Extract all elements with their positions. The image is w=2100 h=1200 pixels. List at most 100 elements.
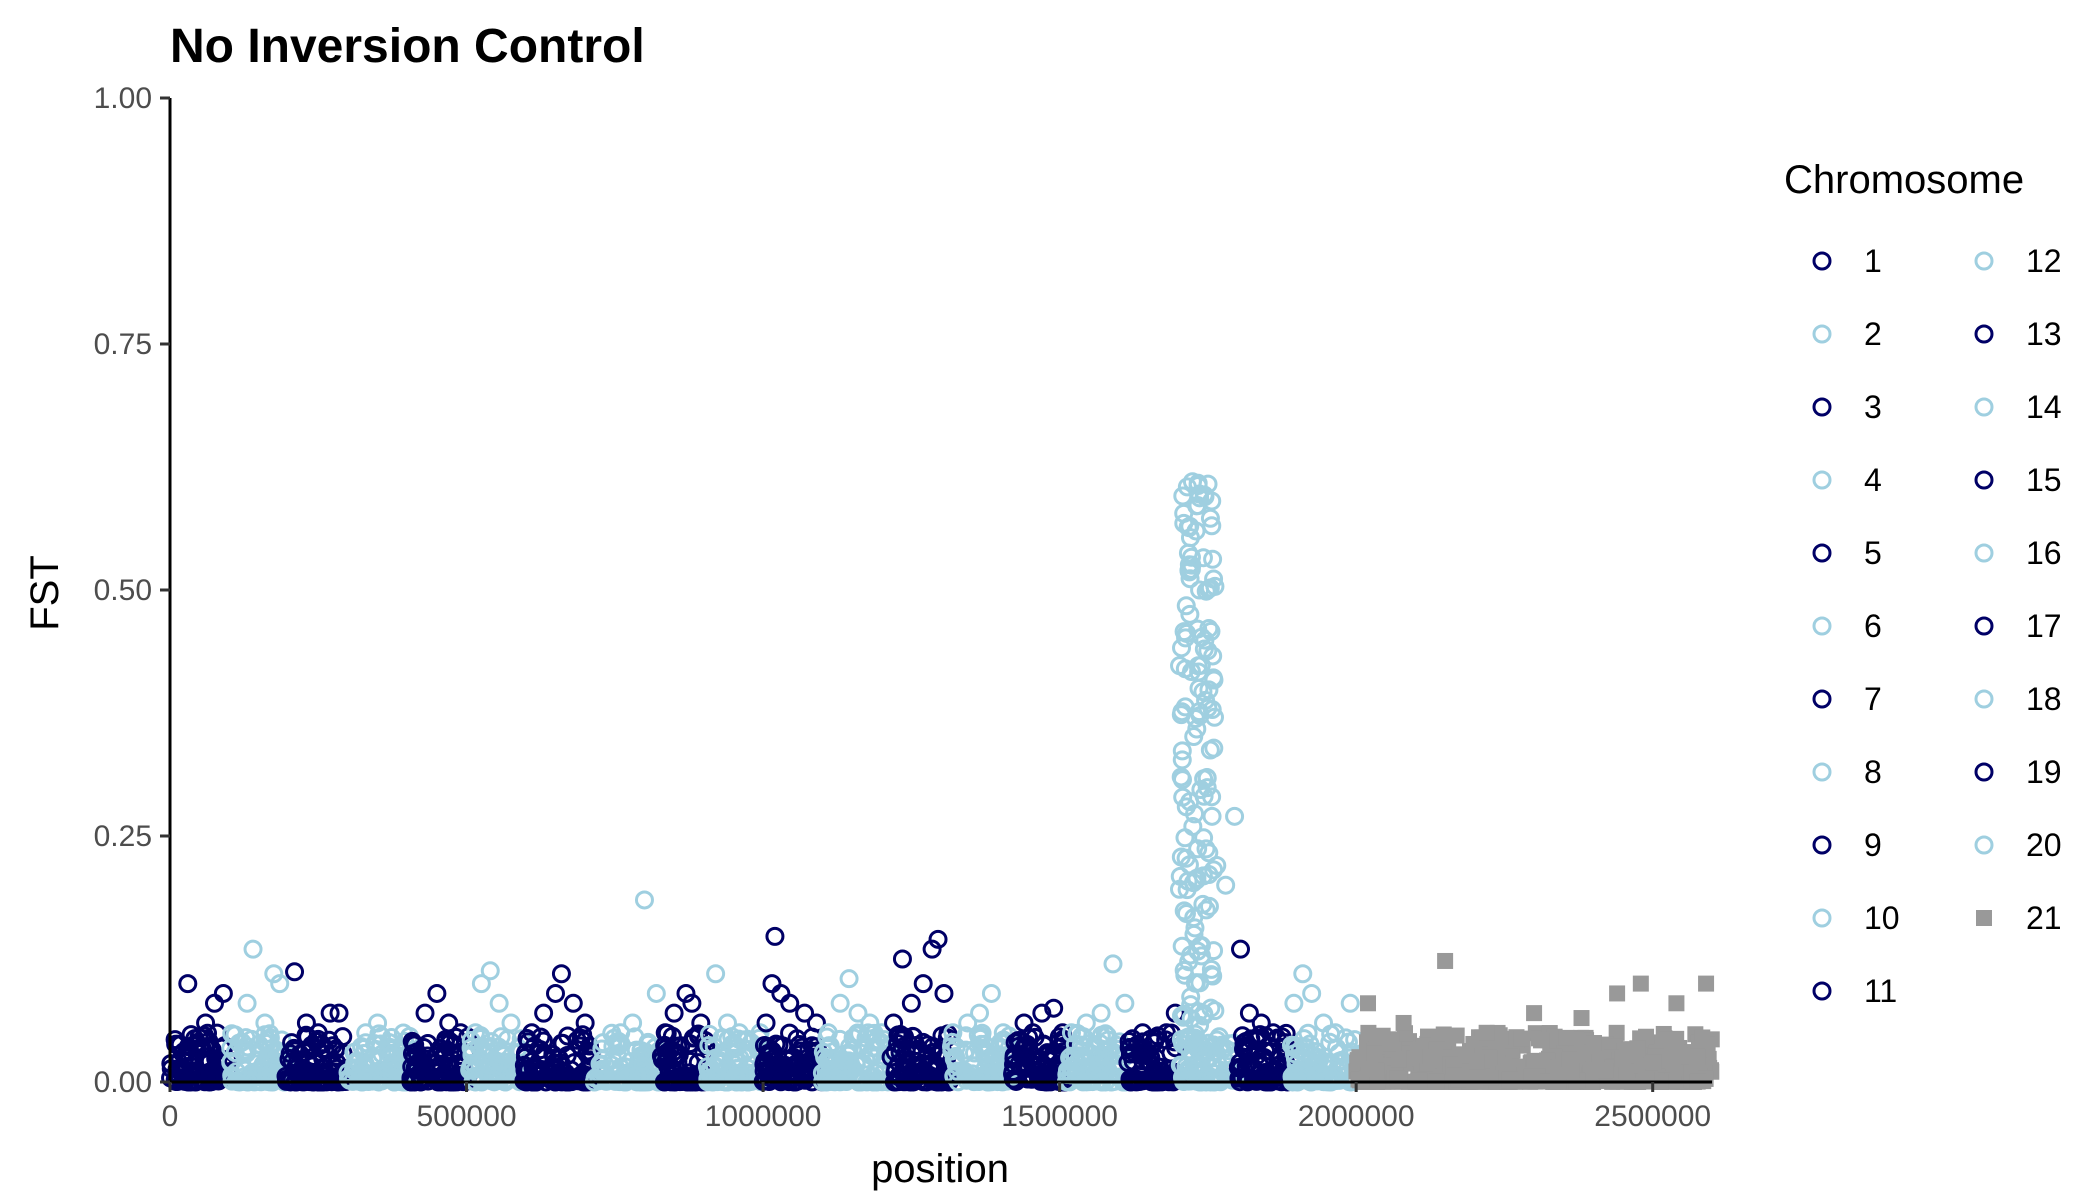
data-point (356, 1023, 376, 1043)
background-point (1204, 860, 1224, 880)
data-point (593, 1033, 613, 1053)
legend-key (1812, 324, 1832, 344)
background-point (1533, 1032, 1550, 1049)
background-point (1563, 1062, 1580, 1079)
background-point (763, 1069, 783, 1089)
data-point (928, 929, 948, 949)
background-point (1302, 1045, 1322, 1065)
data-point (1263, 1023, 1283, 1043)
y-tick-label: 0.50 (94, 574, 152, 607)
data-point (892, 949, 912, 969)
data-point (623, 1013, 643, 1033)
background-point (255, 1025, 275, 1045)
background-point (315, 1039, 335, 1059)
data-point (1609, 985, 1626, 1002)
data-point (1115, 993, 1135, 1013)
y-tick-label: 0.00 (94, 1066, 152, 1099)
data-point (1437, 952, 1454, 969)
background-point (892, 1037, 912, 1057)
background-point (813, 1042, 833, 1062)
data-point (884, 1013, 904, 1033)
data-point (664, 1003, 684, 1023)
background-point (534, 1044, 554, 1064)
data-point (1198, 698, 1218, 718)
background-point (846, 1055, 866, 1075)
data-point (1251, 1013, 1271, 1033)
background-point (1361, 1061, 1378, 1078)
legend-label: 18 (2026, 681, 2062, 717)
data-point (1632, 975, 1649, 992)
background-point (1204, 941, 1224, 961)
background-point (1066, 1046, 1086, 1066)
background-point (1321, 1067, 1341, 1087)
background-point (1174, 960, 1194, 980)
background-point (853, 1040, 873, 1060)
legend-label: 10 (1864, 900, 1900, 936)
background-point (817, 1070, 837, 1090)
background-point (864, 1067, 884, 1087)
background-point (954, 1044, 974, 1064)
background-point (241, 1070, 261, 1090)
legend-label: 9 (1864, 827, 1882, 863)
data-point (1044, 998, 1064, 1018)
background-point (903, 1027, 923, 1047)
background-point (1185, 918, 1205, 938)
legend-key (1974, 251, 1994, 271)
background-point (1183, 1034, 1203, 1054)
background-point (1597, 1062, 1614, 1079)
data-point (196, 1013, 216, 1033)
background-point (602, 1055, 622, 1075)
background-point (975, 1044, 995, 1064)
background-point (414, 1038, 434, 1058)
data-point (922, 939, 942, 959)
data-point (308, 1023, 328, 1043)
data-point (1194, 639, 1214, 659)
background-point (1185, 804, 1205, 824)
legend-label: 12 (2026, 243, 2062, 279)
data-point (1061, 1023, 1081, 1043)
legend-label: 8 (1864, 754, 1882, 790)
data-point (750, 1023, 770, 1043)
background-point (1196, 839, 1216, 859)
background-point (945, 1049, 965, 1069)
background-point (1380, 1035, 1397, 1052)
background-point (1495, 1057, 1512, 1074)
data-point (1526, 1005, 1543, 1022)
data-point (415, 1003, 435, 1023)
legend-key (1974, 689, 1994, 709)
background-point (166, 1034, 186, 1054)
background-point (1298, 1023, 1318, 1043)
background-point (786, 1054, 806, 1074)
background-point (1629, 1040, 1646, 1057)
background-point (699, 1024, 719, 1044)
data-point (830, 993, 850, 1013)
data-point (465, 1023, 485, 1043)
data-point (676, 983, 696, 1003)
background-point (1411, 1072, 1428, 1089)
data-point (913, 974, 933, 994)
data-point (379, 1033, 399, 1053)
data-point (1145, 1033, 1165, 1053)
background-point (375, 1062, 395, 1082)
background-point (485, 1070, 505, 1090)
background-point (1172, 638, 1192, 658)
background-point (1179, 1030, 1199, 1050)
data-point (534, 1003, 554, 1023)
background-point (1366, 1045, 1383, 1062)
background-point (1618, 1063, 1635, 1080)
legend-label: 21 (2026, 900, 2062, 936)
data-point (282, 1033, 302, 1053)
data-point (818, 1023, 838, 1043)
data-point (729, 1023, 749, 1043)
axis-ticks: 0.00 0.25 0.50 0.75 1.00 0 500000 1000000 150000… (94, 82, 1711, 1133)
background-point (1513, 1030, 1530, 1047)
legend-label: 6 (1864, 608, 1882, 644)
data-point (255, 1013, 275, 1033)
background-point (479, 1055, 499, 1075)
background-point (326, 1039, 346, 1059)
background-point (246, 1051, 266, 1071)
background-point (1065, 1034, 1085, 1054)
data-point (717, 1013, 737, 1033)
background-point (1351, 1049, 1368, 1066)
